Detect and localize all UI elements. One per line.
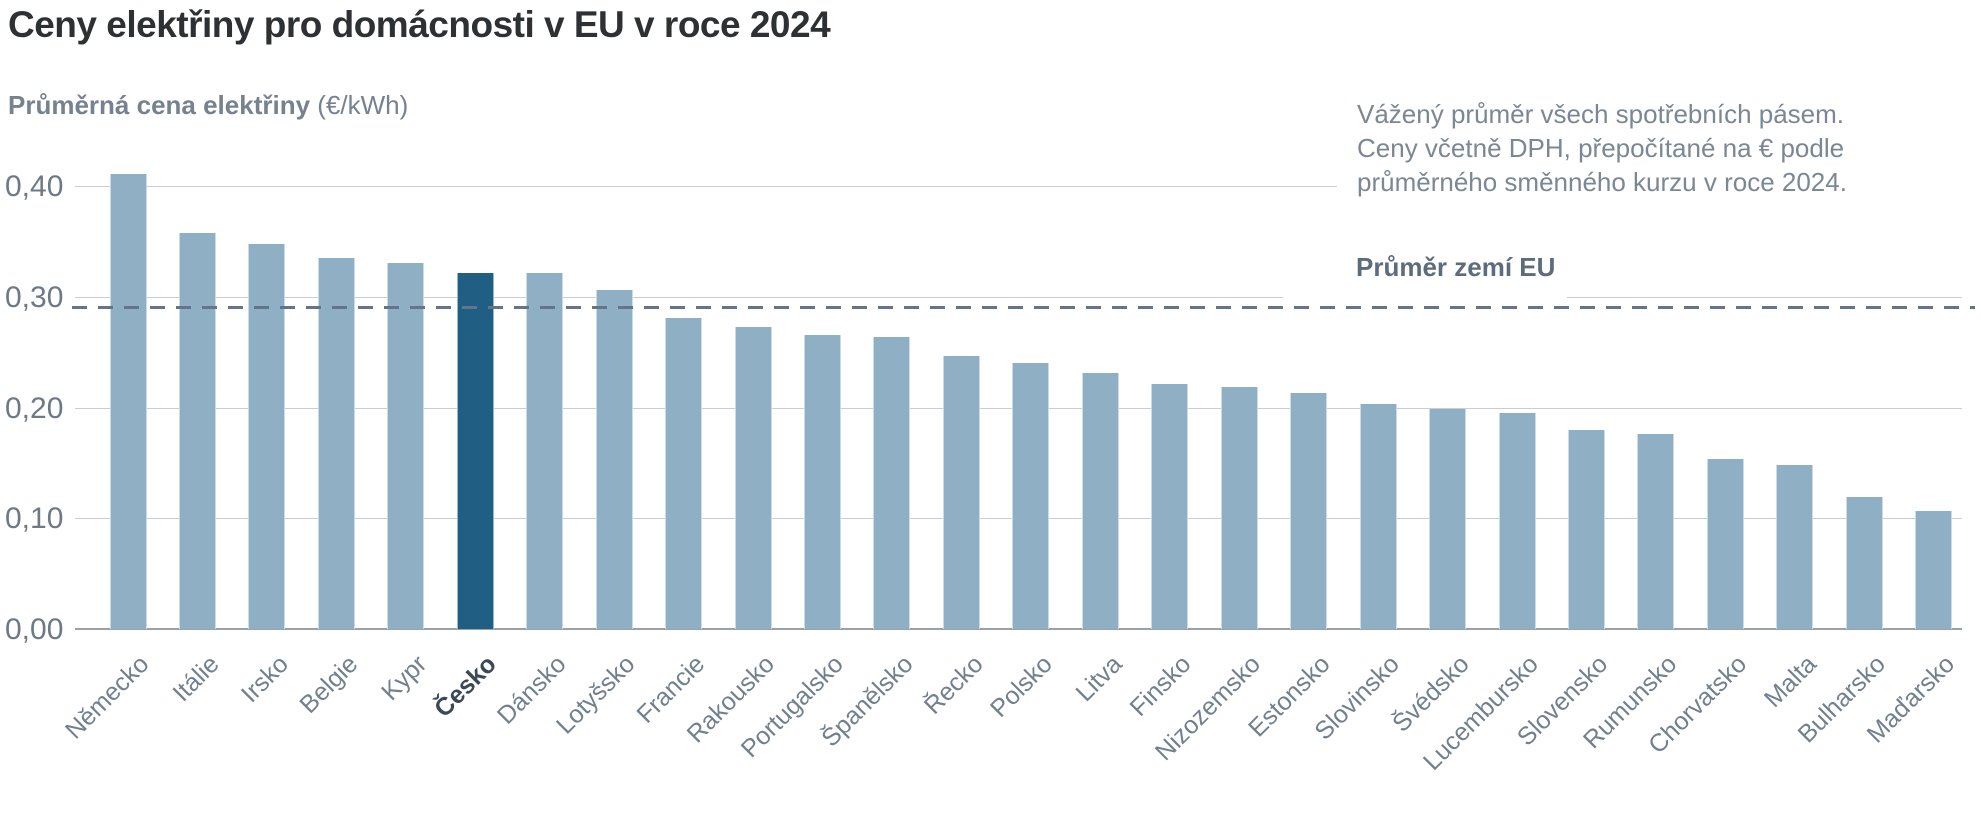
- bar-italie: [178, 232, 216, 629]
- bar-chorvatsko: [1706, 458, 1744, 629]
- bar-nemecko: [109, 174, 147, 629]
- bar-svedsko: [1429, 408, 1467, 629]
- y-axis-title-unit: (€/kWh): [310, 90, 409, 120]
- x-axis-label-malta: Malta: [1758, 650, 1822, 714]
- bar-litva: [1081, 373, 1119, 629]
- y-tick-label: 0,00: [5, 613, 64, 646]
- bar-cesko: [456, 272, 494, 629]
- bar-rumunsko: [1637, 434, 1675, 629]
- gridline-0-30: [1567, 296, 1962, 298]
- bar-belgie: [317, 258, 355, 629]
- x-axis-label-belgie: Belgie: [294, 650, 364, 719]
- methodology-note: Vážený průměr všech spotřebních pásem. C…: [1357, 99, 1847, 197]
- x-axis-label-polsko: Polsko: [984, 650, 1058, 723]
- bar-lotyssko: [595, 290, 633, 629]
- y-tick-label: 0,30: [5, 280, 64, 314]
- bar-francie: [665, 317, 703, 629]
- x-axis-baseline: [75, 628, 1962, 630]
- bar-recko: [942, 355, 980, 629]
- bar-kypr: [387, 262, 425, 629]
- x-axis-label-litva: Litva: [1069, 650, 1128, 708]
- bar-spanelsko: [873, 336, 911, 629]
- bar-lucembursko: [1498, 413, 1536, 629]
- gridline-0-40: [75, 186, 1337, 188]
- y-tick-label: 0,10: [5, 502, 64, 536]
- gridline-0-30: [75, 296, 1283, 298]
- chart-title: Ceny elektřiny pro domácnosti v EU v roc…: [8, 4, 831, 45]
- bar-irsko: [248, 243, 286, 629]
- bar-slovensko: [1567, 429, 1605, 629]
- y-axis-title-label: Průměrná cena elektřiny: [8, 90, 311, 120]
- bar-slovinsko: [1359, 404, 1397, 629]
- bar-estonsko: [1290, 393, 1328, 629]
- y-axis-title: Průměrná cena elektřiny (€/kWh): [8, 90, 408, 121]
- bar-madarsko: [1915, 510, 1953, 629]
- bar-bulharsko: [1845, 497, 1883, 629]
- x-axis-label-irsko: Irsko: [235, 650, 294, 709]
- y-tick-label: 0,20: [5, 391, 64, 425]
- bar-polsko: [1012, 363, 1050, 629]
- bar-nizozemsko: [1220, 386, 1258, 629]
- bar-malta: [1776, 465, 1814, 629]
- eu-average-dashed-line: [72, 305, 1975, 309]
- x-axis-label-kypr: Kypr: [376, 650, 433, 707]
- x-axis-label-nemecko: Německo: [60, 650, 155, 745]
- y-tick-label: 0,40: [5, 170, 64, 204]
- bar-dansko: [526, 272, 564, 629]
- x-axis-label-recko: Řecko: [918, 650, 989, 720]
- x-axis-label-italie: Itálie: [167, 650, 225, 708]
- bar-finsko: [1151, 384, 1189, 629]
- x-axis-label-cesko: Česko: [429, 650, 503, 723]
- bar-rakousko: [734, 326, 772, 629]
- eu-average-label: Průměr zemí EU: [1356, 252, 1556, 282]
- bar-portugalsko: [804, 334, 841, 629]
